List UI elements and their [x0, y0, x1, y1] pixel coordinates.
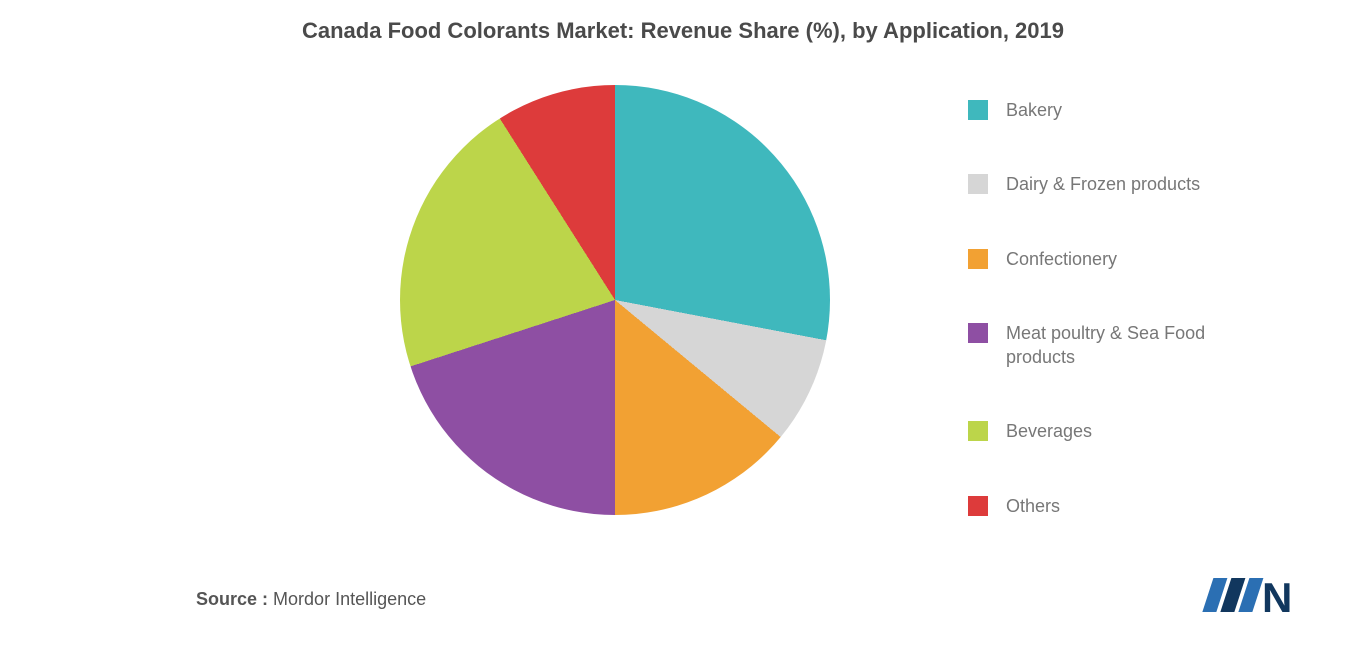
legend-label: Dairy & Frozen products: [1006, 172, 1200, 196]
source-value: Mordor Intelligence: [273, 589, 426, 609]
legend: Bakery Dairy & Frozen products Confectione…: [968, 98, 1238, 568]
legend-label: Meat poultry & Sea Food products: [1006, 321, 1238, 370]
source-attribution: Source : Mordor Intelligence: [196, 589, 426, 610]
legend-label: Beverages: [1006, 419, 1092, 443]
legend-item: Confectionery: [968, 247, 1238, 271]
source-label: Source :: [196, 589, 268, 609]
svg-text:N: N: [1262, 574, 1292, 620]
legend-swatch: [968, 496, 988, 516]
legend-item: Beverages: [968, 419, 1238, 443]
chart-card: Canada Food Colorants Market: Revenue Sh…: [0, 0, 1366, 655]
legend-swatch: [968, 174, 988, 194]
legend-item: Dairy & Frozen products: [968, 172, 1238, 196]
legend-label: Others: [1006, 494, 1060, 518]
legend-label: Confectionery: [1006, 247, 1117, 271]
legend-swatch: [968, 100, 988, 120]
legend-label: Bakery: [1006, 98, 1062, 122]
legend-swatch: [968, 323, 988, 343]
legend-item: Meat poultry & Sea Food products: [968, 321, 1238, 370]
pie-chart: [400, 85, 830, 515]
legend-item: Bakery: [968, 98, 1238, 122]
legend-swatch: [968, 421, 988, 441]
legend-item: Others: [968, 494, 1238, 518]
mordor-logo-icon: N: [1196, 570, 1306, 625]
chart-title: Canada Food Colorants Market: Revenue Sh…: [0, 18, 1366, 44]
legend-swatch: [968, 249, 988, 269]
